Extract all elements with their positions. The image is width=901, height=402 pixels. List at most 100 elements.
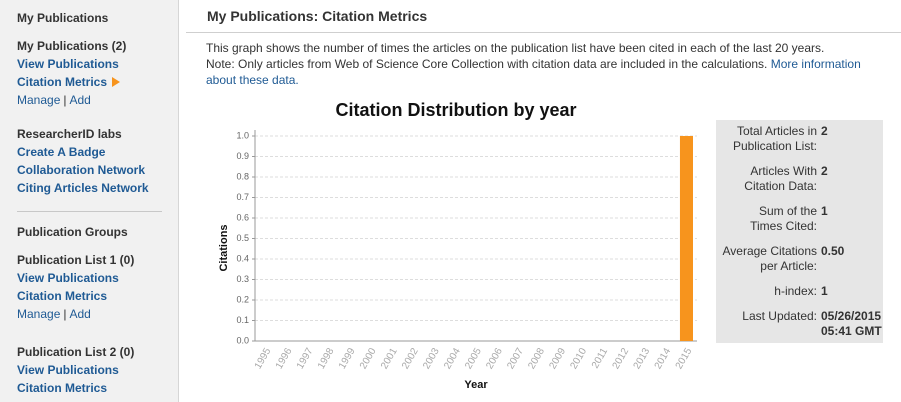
section-title: My Publications (2)	[17, 39, 127, 53]
x-tick-label: 1999	[337, 346, 358, 371]
nav-link[interactable]: View Publications	[17, 271, 119, 285]
nav-link[interactable]: Create A Badge	[17, 145, 106, 159]
x-tick-label: 2012	[611, 346, 632, 371]
section-title: Publication Groups	[17, 225, 128, 239]
stat-value: 1	[821, 284, 828, 299]
x-tick-label: 2005	[463, 346, 484, 371]
stat-label: Total Articles in Publication List:	[716, 124, 821, 154]
stat-row: h-index: 1	[716, 284, 883, 299]
stat-label-line: Last Updated:	[742, 309, 817, 323]
stat-value-line: 0.50	[821, 244, 845, 258]
chart: Citation Distribution by year Citations …	[218, 100, 697, 391]
manage-add: Manage | Add	[17, 93, 91, 107]
y-tick-label: 1.0	[236, 130, 249, 140]
y-tick-label: 0.8	[236, 171, 249, 181]
y-axis-label: Citations	[218, 224, 230, 271]
manage-add: Manage | Add	[17, 307, 91, 321]
section-title: Publication List 1 (0)	[17, 253, 135, 267]
nav-link[interactable]: Citing Articles Network	[17, 181, 149, 195]
stat-label-line: Total Articles in	[736, 124, 817, 138]
plot-area	[255, 130, 697, 341]
section-title: ResearcherID labs	[17, 127, 122, 141]
nav-link[interactable]: Citation Metrics	[17, 381, 108, 395]
page-header: My Publications: Citation Metrics	[207, 8, 428, 24]
manage-link[interactable]: Manage	[17, 307, 61, 321]
x-tick-label: 2004	[442, 346, 463, 371]
stat-label-line: Publication List:	[732, 139, 817, 153]
x-tick-label: 2015	[674, 346, 695, 371]
x-tick-label: 1997	[295, 346, 316, 371]
stat-label: h-index:	[716, 284, 821, 299]
y-tick-label: 0.2	[236, 294, 249, 304]
y-tick-label: 0.5	[236, 233, 249, 243]
y-tick-label: 0.4	[236, 253, 249, 263]
stat-label-line: Average Citations	[722, 244, 818, 258]
description: This graph shows the number of times the…	[206, 40, 888, 88]
stat-label-line: per Article:	[760, 259, 817, 273]
add-link[interactable]: Add	[69, 93, 91, 107]
stat-label-line: h-index:	[774, 284, 817, 298]
description-text: This graph shows the number of times the…	[206, 41, 825, 55]
stat-value-line: 2	[821, 124, 828, 138]
stat-label: Articles With Citation Data:	[716, 164, 821, 194]
separator: |	[63, 93, 67, 107]
x-tick-label: 1996	[274, 346, 295, 371]
x-tick-label: 2003	[421, 346, 442, 371]
stat-label: Average Citations per Article:	[716, 244, 821, 274]
x-axis-label: Year	[464, 379, 488, 391]
section-title: Publication List 2 (0)	[17, 345, 135, 359]
manage-link[interactable]: Manage	[17, 93, 61, 107]
stat-value: 05/26/2015 05:41 GMT	[821, 309, 882, 339]
x-tick-label: 1998	[316, 346, 337, 371]
x-tick-label: 2011	[590, 346, 610, 371]
x-tick-label: 2001	[379, 346, 400, 371]
y-tick-label: 0.3	[236, 274, 249, 284]
stat-value-line: 2	[821, 164, 828, 178]
nav-link[interactable]: Citation Metrics	[17, 289, 108, 303]
sidebar: My Publications My Publications (2) View P…	[0, 0, 179, 402]
y-tick-label: 0.6	[236, 212, 249, 222]
more-info-link[interactable]: More information about these data.	[206, 57, 861, 87]
x-tick-label: 2013	[632, 346, 653, 371]
stat-label-line: Articles With	[750, 164, 817, 178]
y-tick-label: 0.7	[236, 192, 249, 202]
sidebar-divider	[17, 211, 162, 212]
x-tick-label: 2014	[653, 346, 674, 371]
x-tick-label: 2000	[358, 346, 379, 371]
stat-value: 2	[821, 124, 828, 154]
header-divider	[186, 32, 901, 33]
add-link[interactable]: Add	[69, 307, 91, 321]
stats-panel: Total Articles in Publication List: 2 Artic…	[716, 120, 883, 343]
x-tick-label: 2006	[484, 346, 505, 371]
bar	[679, 136, 694, 341]
stat-label: Last Updated:	[716, 309, 821, 339]
sidebar-heading: My Publications	[17, 11, 109, 25]
active-indicator	[112, 77, 121, 87]
stat-value-line: 1	[821, 284, 828, 298]
y-tick-label: 0.1	[236, 315, 249, 325]
stat-row: Last Updated: 05/26/2015 05:41 GMT	[716, 309, 883, 339]
stat-value-line: 1	[821, 204, 828, 218]
x-tick-label: 2008	[526, 346, 547, 371]
stat-value-line: 05/26/2015	[821, 309, 882, 323]
x-tick-label: 2007	[505, 346, 526, 371]
stat-row: Sum of the Times Cited: 1	[716, 204, 883, 234]
y-tick-label: 0.9	[236, 151, 249, 161]
nav-link[interactable]: View Publications	[17, 57, 119, 71]
stat-value: 0.50	[821, 244, 844, 274]
x-tick-label: 1995	[253, 346, 274, 371]
separator: |	[63, 307, 67, 321]
nav-link[interactable]: Collaboration Network	[17, 163, 146, 177]
stat-label-line: Citation Data:	[744, 179, 817, 193]
y-tick-label: 0.0	[236, 335, 249, 345]
x-tick-label: 2009	[547, 346, 568, 371]
nav-link-active[interactable]: Citation Metrics	[17, 75, 121, 89]
x-tick-label: 2010	[568, 346, 589, 371]
note-text: Note: Only articles from Web of Science …	[206, 57, 768, 71]
stat-row: Articles With Citation Data: 2	[716, 164, 883, 194]
stat-label-line: Times Cited:	[750, 219, 817, 233]
nav-link[interactable]: View Publications	[17, 363, 119, 377]
stat-row: Average Citations per Article: 0.50	[716, 244, 883, 274]
x-tick-label: 2002	[400, 346, 421, 371]
